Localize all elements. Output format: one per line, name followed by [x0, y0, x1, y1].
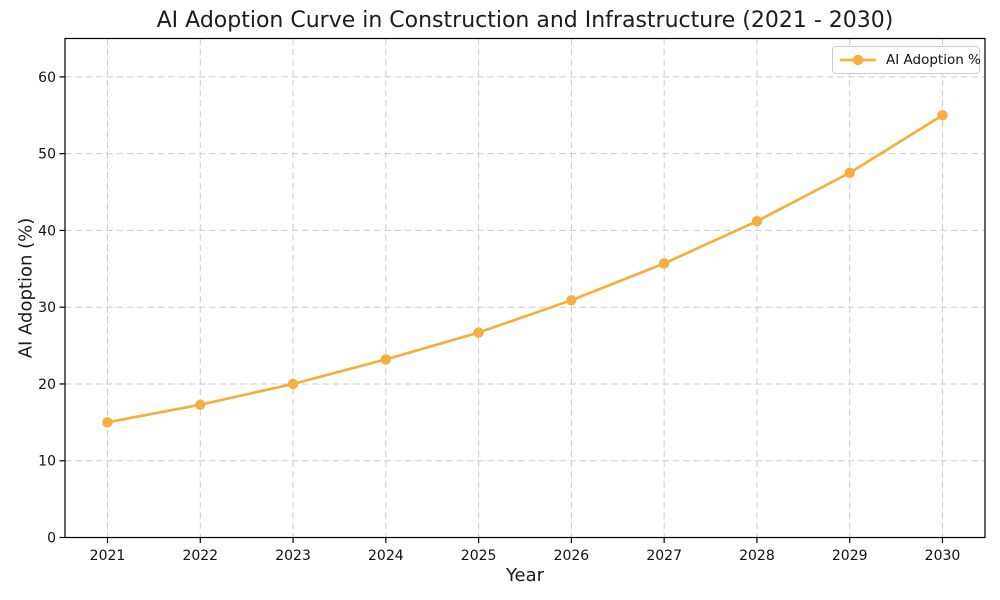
x-tick-label: 2025	[461, 548, 497, 564]
x-tick-label: 2023	[275, 548, 311, 564]
series-line	[106, 113, 944, 424]
data-point-2023	[287, 378, 299, 390]
data-point-2021	[102, 417, 113, 428]
y-tick-label: 30	[38, 300, 56, 316]
legend: AI Adoption %	[832, 46, 981, 74]
grid-lines	[65, 38, 985, 538]
data-point-2026	[566, 295, 577, 306]
axes-border	[64, 37, 986, 539]
x-tick-label: 2029	[832, 548, 868, 564]
y-tick-label: 40	[38, 223, 56, 239]
x-axis-ticks: 2021 2022 2023 2024 2025 2026 2027 2028 2029 2030	[90, 537, 961, 564]
data-point-2022	[195, 399, 206, 410]
y-axis-ticks: 0 10 20 30 40 50 60	[38, 70, 65, 547]
x-tick-label: 2024	[368, 548, 404, 564]
chart-title: AI Adoption Curve in Construction and In…	[156, 8, 894, 33]
x-tick-label: 2027	[646, 548, 682, 564]
x-tick-label: 2022	[182, 548, 218, 564]
x-axis-label: Year	[505, 565, 545, 586]
x-tick-label: 2030	[925, 548, 961, 564]
legend-label: AI Adoption %	[886, 52, 981, 68]
y-tick-label: 50	[38, 147, 56, 163]
legend-marker-icon	[852, 54, 864, 66]
legend-line-sample-icon	[839, 54, 877, 66]
data-point-2027	[658, 258, 670, 269]
y-tick-label: 0	[47, 531, 56, 547]
y-tick-label: 20	[38, 377, 56, 393]
y-tick-label: 10	[38, 454, 56, 470]
y-axis-label: AI Adoption (%)	[15, 217, 37, 359]
data-point-2028	[751, 216, 763, 227]
x-tick-label: 2028	[739, 548, 775, 564]
x-tick-label: 2026	[554, 548, 590, 564]
data-point-2025	[473, 327, 484, 338]
data-point-markers	[102, 110, 948, 428]
data-point-2029	[844, 167, 855, 179]
x-tick-label: 2021	[90, 548, 126, 564]
y-tick-label: 60	[38, 70, 56, 86]
data-point-2030	[937, 110, 948, 121]
data-point-2024	[380, 354, 392, 365]
